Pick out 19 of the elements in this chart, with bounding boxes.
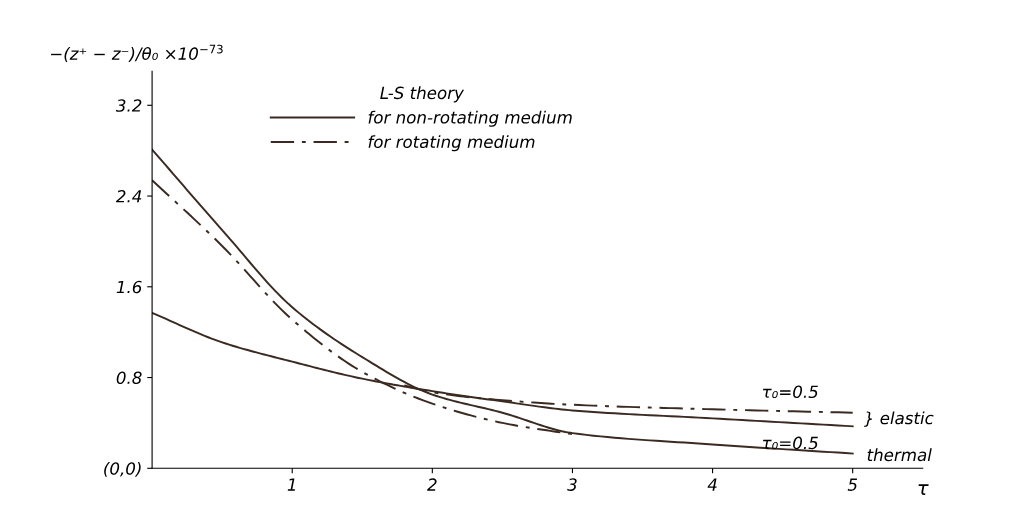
legend-label: for rotating medium — [368, 135, 535, 152]
annotation: τ₀=0.5 — [763, 385, 818, 399]
y-tick-label: 3.2 — [115, 99, 142, 112]
annotation: thermal — [867, 448, 932, 462]
y-tick-label: 1.6 — [116, 280, 142, 294]
x-tick-label: 2 — [427, 478, 437, 491]
annotation: } elastic — [863, 411, 934, 427]
annotation: τ₀=0.5 — [763, 436, 818, 450]
x-tick-label: 5 — [847, 478, 858, 491]
x-tick-label: 1 — [287, 478, 295, 491]
legend-title: L-S theory — [380, 86, 465, 103]
y-tick-label: (0,0) — [104, 461, 141, 477]
y-tick-label: 2.4 — [115, 190, 142, 203]
x-tick-label: 3 — [567, 478, 577, 491]
legend-label: for non-rotating medium — [368, 110, 572, 127]
y-axis-title: −(z⁺ − z⁻)/θ₀ ×10$^{−73}$ — [51, 44, 223, 62]
x-axis-title: τ — [918, 484, 929, 495]
y-tick-label: 0.8 — [116, 371, 142, 385]
x-tick-label: 4 — [707, 478, 717, 491]
